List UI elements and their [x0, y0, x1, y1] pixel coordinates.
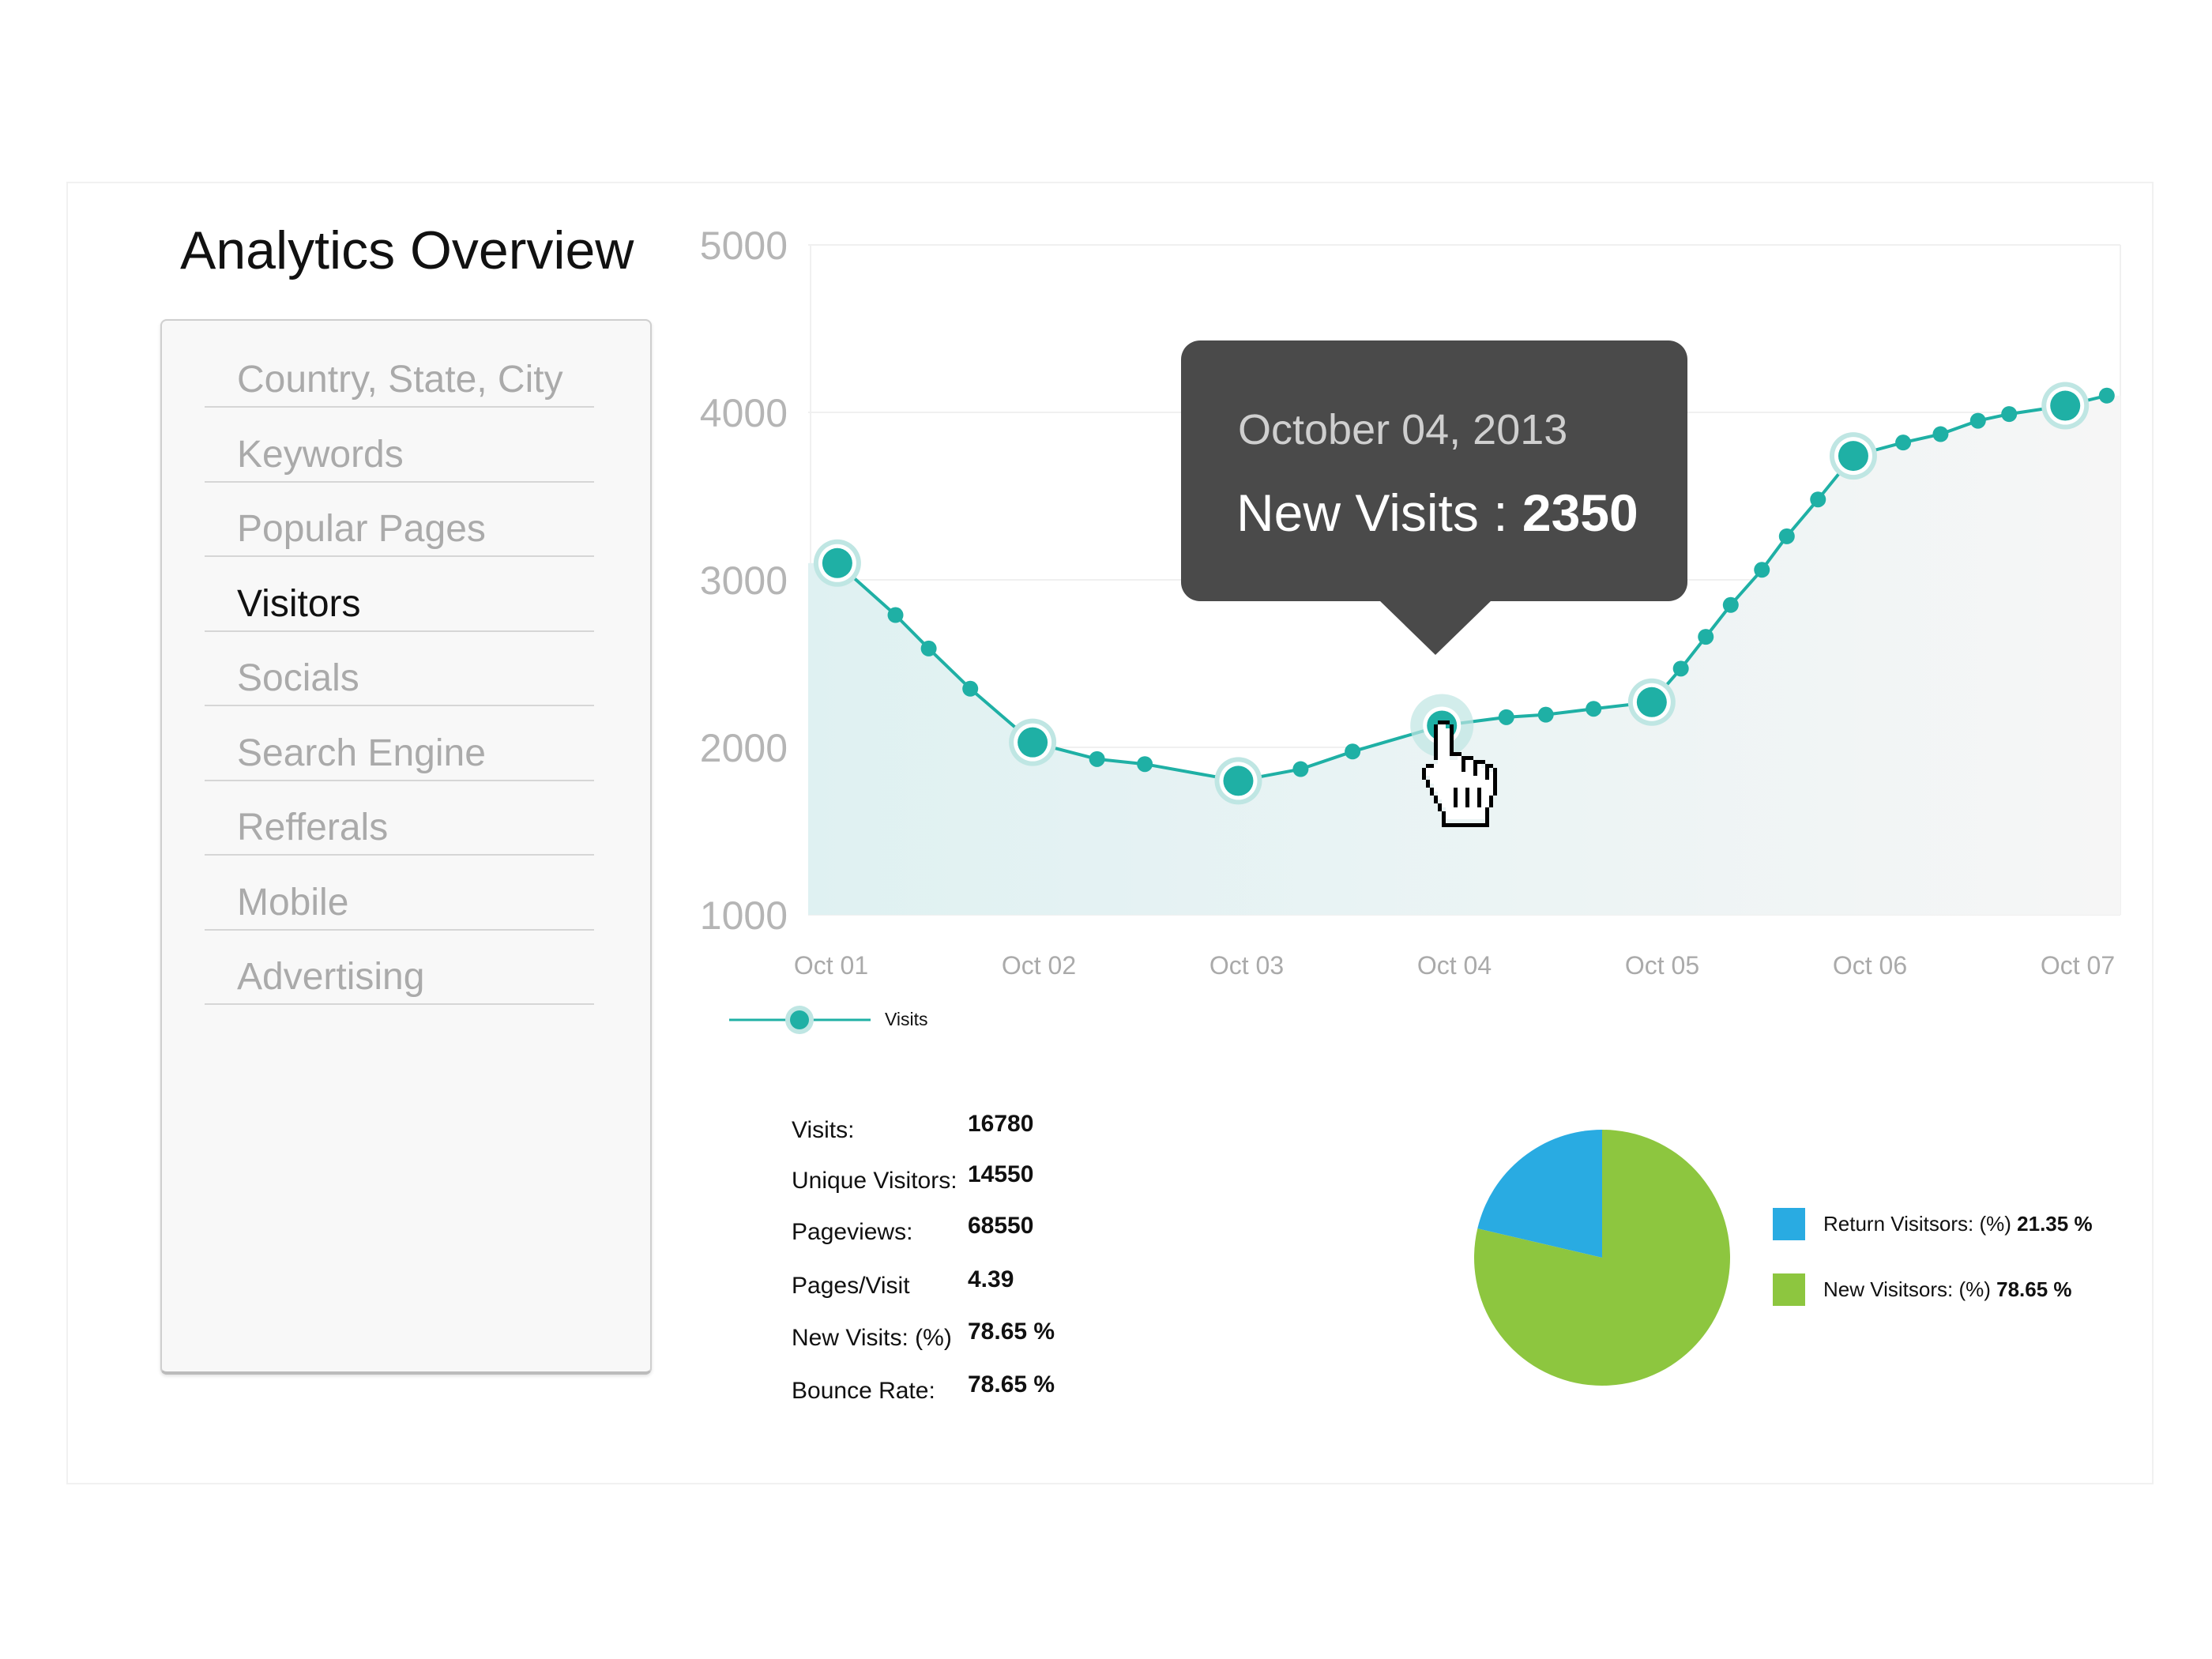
data-point-major — [2050, 390, 2081, 421]
sidebar-item-label: Visitors — [237, 582, 361, 625]
x-tick-label: Oct 07 — [2041, 951, 2115, 980]
data-point — [1810, 491, 1826, 508]
sidebar-item-label: Search Engine — [237, 732, 486, 774]
data-point-major — [1636, 687, 1667, 717]
y-tick-label: 1000 — [700, 893, 788, 938]
data-point — [1498, 709, 1514, 725]
pie-legend-value: 21.35 % — [2017, 1212, 2093, 1236]
legend-swatch — [1773, 1208, 1805, 1240]
stat-value: 14550 — [968, 1161, 1034, 1187]
sidebar-item-label: Mobile — [237, 881, 349, 924]
tooltip-label: New Visits : — [1236, 483, 1508, 542]
sidebar-item-label: Advertising — [237, 956, 425, 998]
sidebar-item-advertising[interactable]: Advertising — [205, 929, 594, 1005]
data-point — [1969, 412, 1986, 429]
x-tick-label: Oct 04 — [1417, 951, 1492, 980]
sidebar-menu: Country, State, City Keywords Popular Page… — [160, 319, 652, 1375]
y-tick-label: 4000 — [700, 391, 788, 435]
area-fill — [808, 395, 2120, 915]
tooltip-line: New Visits : 2350 — [1236, 483, 1638, 543]
stat-label: Unique Visitors: — [792, 1168, 957, 1194]
stat-value: 78.65 % — [968, 1319, 1055, 1345]
x-tick-label: Oct 05 — [1625, 951, 1699, 980]
data-point — [1137, 756, 1153, 773]
data-point — [1895, 434, 1912, 451]
stat-value: 16780 — [968, 1111, 1034, 1137]
y-tick-label: 3000 — [700, 559, 788, 603]
tooltip-value: 2350 — [1522, 483, 1638, 542]
data-point-major — [822, 547, 852, 578]
pie-slice-new-visitors — [1474, 1129, 1731, 1386]
pie-legend-item: Return Visitsors: (%) 21.35 % — [1823, 1212, 2093, 1236]
sidebar-item-mobile[interactable]: Mobile — [205, 855, 594, 931]
sidebar-item-label: Keywords — [237, 433, 404, 476]
sidebar-item-label: Country, State, City — [237, 359, 563, 401]
sidebar-item-refferals[interactable]: Refferals — [205, 780, 594, 856]
series-line-visits — [836, 393, 2108, 783]
data-point-major — [1838, 441, 1868, 472]
sidebar-item-popular-pages[interactable]: Popular Pages — [205, 481, 594, 557]
stat-value: 78.65 % — [968, 1371, 1055, 1398]
sidebar-item-search-engine[interactable]: Search Engine — [205, 705, 594, 781]
chart-legend-label: Visits — [885, 1009, 928, 1029]
data-point — [1778, 528, 1795, 544]
y-tick-label: 2000 — [700, 726, 788, 770]
legend-swatch — [1773, 1273, 1805, 1306]
data-point — [2001, 406, 2018, 423]
sidebar-item-country-state-city[interactable]: Country, State, City — [205, 332, 594, 408]
data-point-major — [1018, 727, 1048, 758]
x-tick-label: Oct 03 — [1209, 951, 1284, 980]
pie-legend-value: 78.65 % — [1996, 1277, 2072, 1301]
sidebar-item-label: Refferals — [237, 807, 389, 848]
data-point — [887, 607, 904, 623]
x-tick-label: Oct 01 — [794, 951, 868, 980]
chart-tooltip: October 04, 2013 New Visits : 2350 — [1181, 340, 1687, 655]
tooltip-arrow — [1379, 600, 1492, 655]
legend-marker — [790, 1010, 809, 1029]
sidebar-item-label: Socials — [237, 657, 359, 699]
stat-label: Pages/Visit — [792, 1273, 910, 1299]
data-point — [1754, 562, 1770, 578]
data-point — [962, 680, 979, 697]
data-point — [1345, 743, 1361, 760]
pie-legend-label: New Visitsors: (%) — [1823, 1277, 1991, 1301]
data-point — [1722, 596, 1739, 613]
stat-value: 68550 — [968, 1213, 1034, 1239]
data-point — [1586, 701, 1602, 717]
data-point — [920, 640, 937, 656]
data-point — [1537, 706, 1554, 723]
data-point — [1698, 629, 1714, 645]
stat-value: 4.39 — [968, 1266, 1014, 1292]
data-point-major — [1223, 766, 1254, 796]
page-title: Analytics Overview — [180, 220, 634, 280]
sidebar-item-visitors[interactable]: Visitors — [205, 556, 594, 632]
sidebar-item-keywords[interactable]: Keywords — [205, 407, 594, 483]
x-tick-label: Oct 06 — [1833, 951, 1907, 980]
sidebar-item-socials[interactable]: Socials — [205, 630, 594, 706]
pointer-hand-icon — [1422, 720, 1497, 827]
tooltip-date: October 04, 2013 — [1238, 406, 1568, 453]
data-point — [1292, 761, 1309, 777]
x-tick-label: Oct 02 — [1002, 951, 1076, 980]
data-point — [1089, 750, 1105, 767]
data-point — [1932, 426, 1949, 442]
stat-label: Pageviews: — [792, 1219, 913, 1245]
pie-legend-item: New Visitsors: (%) 78.65 % — [1823, 1277, 2072, 1302]
pie-slice-return-visitors — [1477, 1130, 1602, 1258]
y-tick-label: 5000 — [700, 224, 788, 268]
data-point — [2098, 387, 2115, 404]
data-point — [1672, 660, 1689, 677]
stat-label: Bounce Rate: — [792, 1378, 935, 1404]
pie-legend-label: Return Visitsors: (%) — [1823, 1212, 2011, 1236]
stat-label: Visits: — [792, 1117, 855, 1143]
stat-label: New Visits: (%) — [792, 1325, 952, 1351]
sidebar-item-label: Popular Pages — [237, 508, 486, 550]
